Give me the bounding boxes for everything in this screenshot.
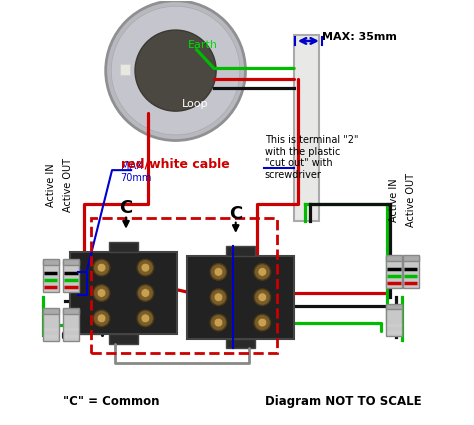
Bar — [91, 218, 277, 353]
Bar — [63, 308, 79, 314]
Circle shape — [258, 267, 267, 276]
Polygon shape — [187, 256, 294, 339]
Circle shape — [93, 285, 110, 301]
Text: Active OUT: Active OUT — [63, 158, 73, 212]
Bar — [109, 242, 138, 252]
Circle shape — [210, 264, 227, 280]
Text: Diagram NOT TO SCALE: Diagram NOT TO SCALE — [264, 394, 421, 408]
Circle shape — [210, 314, 227, 331]
Circle shape — [214, 267, 223, 276]
Bar — [119, 64, 130, 75]
Bar — [226, 246, 255, 256]
Bar — [43, 309, 59, 341]
Circle shape — [254, 289, 271, 306]
Circle shape — [141, 263, 150, 272]
Circle shape — [97, 314, 106, 323]
Circle shape — [258, 293, 267, 302]
Text: "C" = Common: "C" = Common — [64, 394, 160, 408]
Bar — [386, 304, 402, 309]
Circle shape — [214, 318, 223, 327]
Circle shape — [111, 6, 240, 135]
Circle shape — [137, 310, 154, 326]
Bar — [402, 256, 419, 288]
Circle shape — [254, 314, 271, 331]
Text: Active IN: Active IN — [389, 178, 399, 221]
Text: MAX: 35mm: MAX: 35mm — [322, 32, 397, 42]
Bar — [43, 260, 59, 292]
Circle shape — [254, 264, 271, 280]
Text: red/white cable: red/white cable — [121, 157, 230, 170]
Bar — [386, 305, 402, 337]
Circle shape — [258, 318, 267, 327]
Circle shape — [214, 293, 223, 302]
Circle shape — [137, 259, 154, 276]
Bar — [226, 339, 255, 348]
Bar — [63, 309, 79, 341]
Bar — [43, 308, 59, 314]
Circle shape — [210, 289, 227, 306]
Text: Active IN: Active IN — [46, 163, 55, 207]
Circle shape — [141, 314, 150, 323]
Text: Earth: Earth — [188, 40, 218, 50]
Circle shape — [106, 1, 246, 141]
Bar — [109, 334, 138, 344]
Text: MAX
70mm: MAX 70mm — [120, 162, 152, 183]
Circle shape — [97, 289, 106, 298]
Circle shape — [93, 259, 110, 276]
Circle shape — [97, 263, 106, 272]
Bar — [402, 255, 419, 261]
Circle shape — [93, 310, 110, 326]
Text: C: C — [119, 199, 133, 217]
Bar — [294, 34, 319, 221]
Text: Loop: Loop — [182, 99, 208, 110]
Bar — [63, 260, 79, 292]
Text: Active OUT: Active OUT — [406, 173, 416, 227]
Circle shape — [135, 30, 216, 111]
Polygon shape — [70, 252, 177, 334]
Bar — [386, 256, 402, 288]
Text: C: C — [229, 205, 242, 223]
Bar — [386, 255, 402, 261]
Bar — [43, 259, 59, 265]
Circle shape — [141, 289, 150, 298]
Circle shape — [137, 285, 154, 301]
Bar — [63, 259, 79, 265]
Text: This is terminal "2"
with the plastic
"cut out" with
screwdriver: This is terminal "2" with the plastic "c… — [264, 135, 358, 180]
